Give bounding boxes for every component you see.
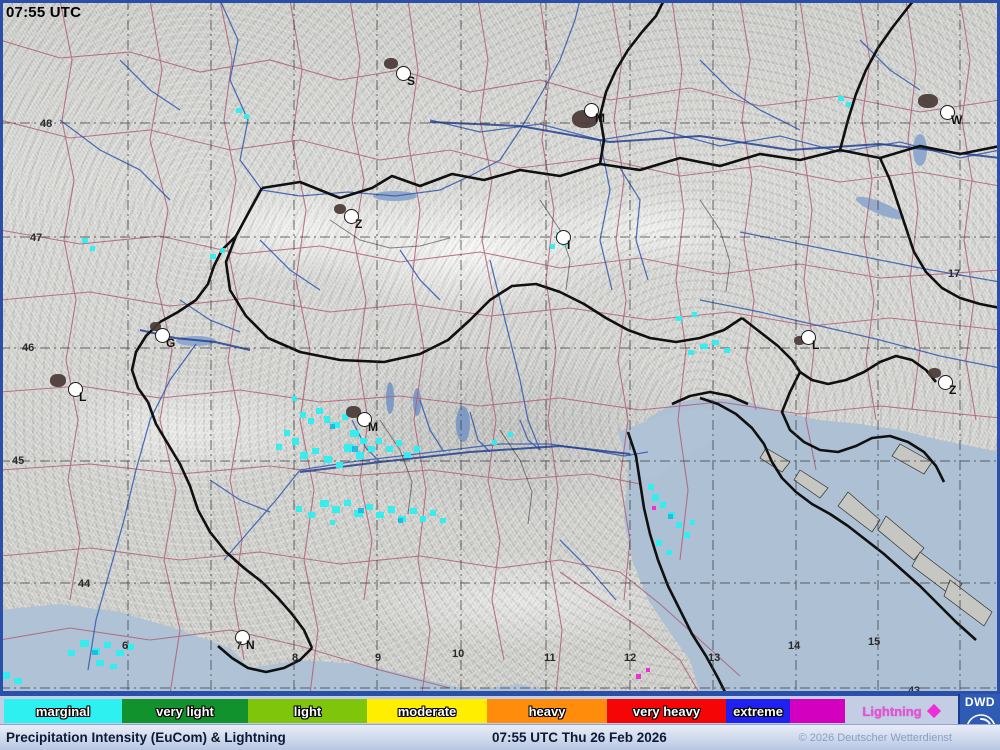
urban-area-stuttgart [384,58,398,69]
latitude-label-43: 43 [908,685,921,694]
legend-segment-light[interactable]: light [248,699,367,723]
urban-area-vienna [918,94,938,108]
city-label-z-7: Z [949,383,957,397]
precipitation-echo-layer [0,96,851,684]
latitude-label-46: 46 [22,342,35,354]
city-label-z-3: Z [355,217,363,231]
longitude-label-15: 15 [868,636,881,648]
water-layer [0,134,1000,694]
city-label-l-6: L [812,338,820,352]
legend-segment-label: marginal [35,703,91,719]
legend-segment-label: light [293,703,322,719]
legend-segment-marginal[interactable]: marginal [4,699,122,723]
city-label-n-10: N [246,638,255,652]
city-label-i-4: I [567,238,571,252]
longitude-label-10: 10 [452,648,465,660]
urban-area-zurich [334,204,346,214]
city-label-m-1: M [595,111,605,125]
legend-segment-very-light[interactable]: very light [122,699,248,723]
city-marker-s-0[interactable] [396,66,411,81]
radar-map[interactable]: S M W Z I G L Z L M N 48 47 46 45 44 43 6 7 8 9 10 11 12 13 14 1… [0,0,1000,694]
legend-segment-extra[interactable] [790,699,845,723]
longitude-label-13: 13 [708,652,721,664]
footer-bar: Precipitation Intensity (EuCom) & Lightn… [0,724,1000,750]
graticule-layer [0,0,1000,694]
longitude-label-7: 7 [236,640,243,652]
longitude-label-11: 11 [544,652,556,664]
footer-timestamp: 07:55 UTC Thu 26 Feb 2026 [492,730,667,745]
legend-segment-label: very light [156,703,214,719]
city-marker-w-2[interactable] [940,105,955,120]
legend-segment-label: extreme [733,703,783,719]
city-label-l-8: L [79,390,87,404]
city-label-w-2: W [951,113,963,127]
longitude-label-17: 17 [948,268,961,280]
legend-segment-extreme[interactable]: extreme [726,699,790,723]
map-timestamp-overlay: 07:55 UTC [6,4,82,21]
city-label-g-5: G [166,336,176,350]
urban-area-geneva [150,322,161,331]
product-title: Precipitation Intensity (EuCom) & Lightn… [6,730,286,745]
urban-area-ljubljana [794,336,805,345]
latitude-label-45: 45 [12,455,25,467]
city-marker-l-8[interactable] [68,382,83,397]
rivers-layer [59,0,1000,671]
city-marker-i-4[interactable] [556,230,571,245]
dwd-logo-text: DWD [964,695,996,709]
borders-layer [130,0,1000,694]
lightning-diamond-icon [926,703,941,719]
city-label-m-9: M [368,420,378,434]
longitude-label-9: 9 [375,652,382,664]
legend-segment-label: heavy [528,703,566,719]
legend-segment-label: moderate [397,703,457,719]
city-marker-n-10[interactable] [235,630,250,645]
legend-lightning-entry: Lightning [845,699,956,723]
urban-area-lyon [50,374,66,387]
lightning-label: Lightning [862,703,922,719]
city-label-s-0: S [407,74,416,88]
city-marker-z-3[interactable] [344,209,359,224]
precipitation-legend[interactable]: marginal very light light moderate heavy very… [0,694,1000,724]
longitude-label-12: 12 [624,652,637,664]
legend-segment-very-heavy[interactable]: very heavy [607,699,726,723]
urban-area-zagreb [928,368,941,378]
latitude-label-48: 48 [40,118,53,130]
latitude-label-44: 44 [78,578,91,590]
city-marker-l-6[interactable] [801,330,816,345]
city-marker-m-1[interactable] [584,103,599,118]
legend-segment-moderate[interactable]: moderate [367,699,487,723]
city-marker-g-5[interactable] [155,328,170,343]
longitude-label-14: 14 [788,640,801,652]
legend-segment-label: very heavy [632,703,701,719]
city-marker-z-7[interactable] [938,375,953,390]
legend-segment-heavy[interactable]: heavy [487,699,607,723]
longitude-label-6: 6 [122,640,129,652]
city-marker-m-9[interactable] [357,412,372,427]
longitude-label-8: 8 [292,652,299,664]
copyright-text: © 2026 Deutscher Wetterdienst [798,732,952,744]
latitude-label-47: 47 [30,232,43,244]
